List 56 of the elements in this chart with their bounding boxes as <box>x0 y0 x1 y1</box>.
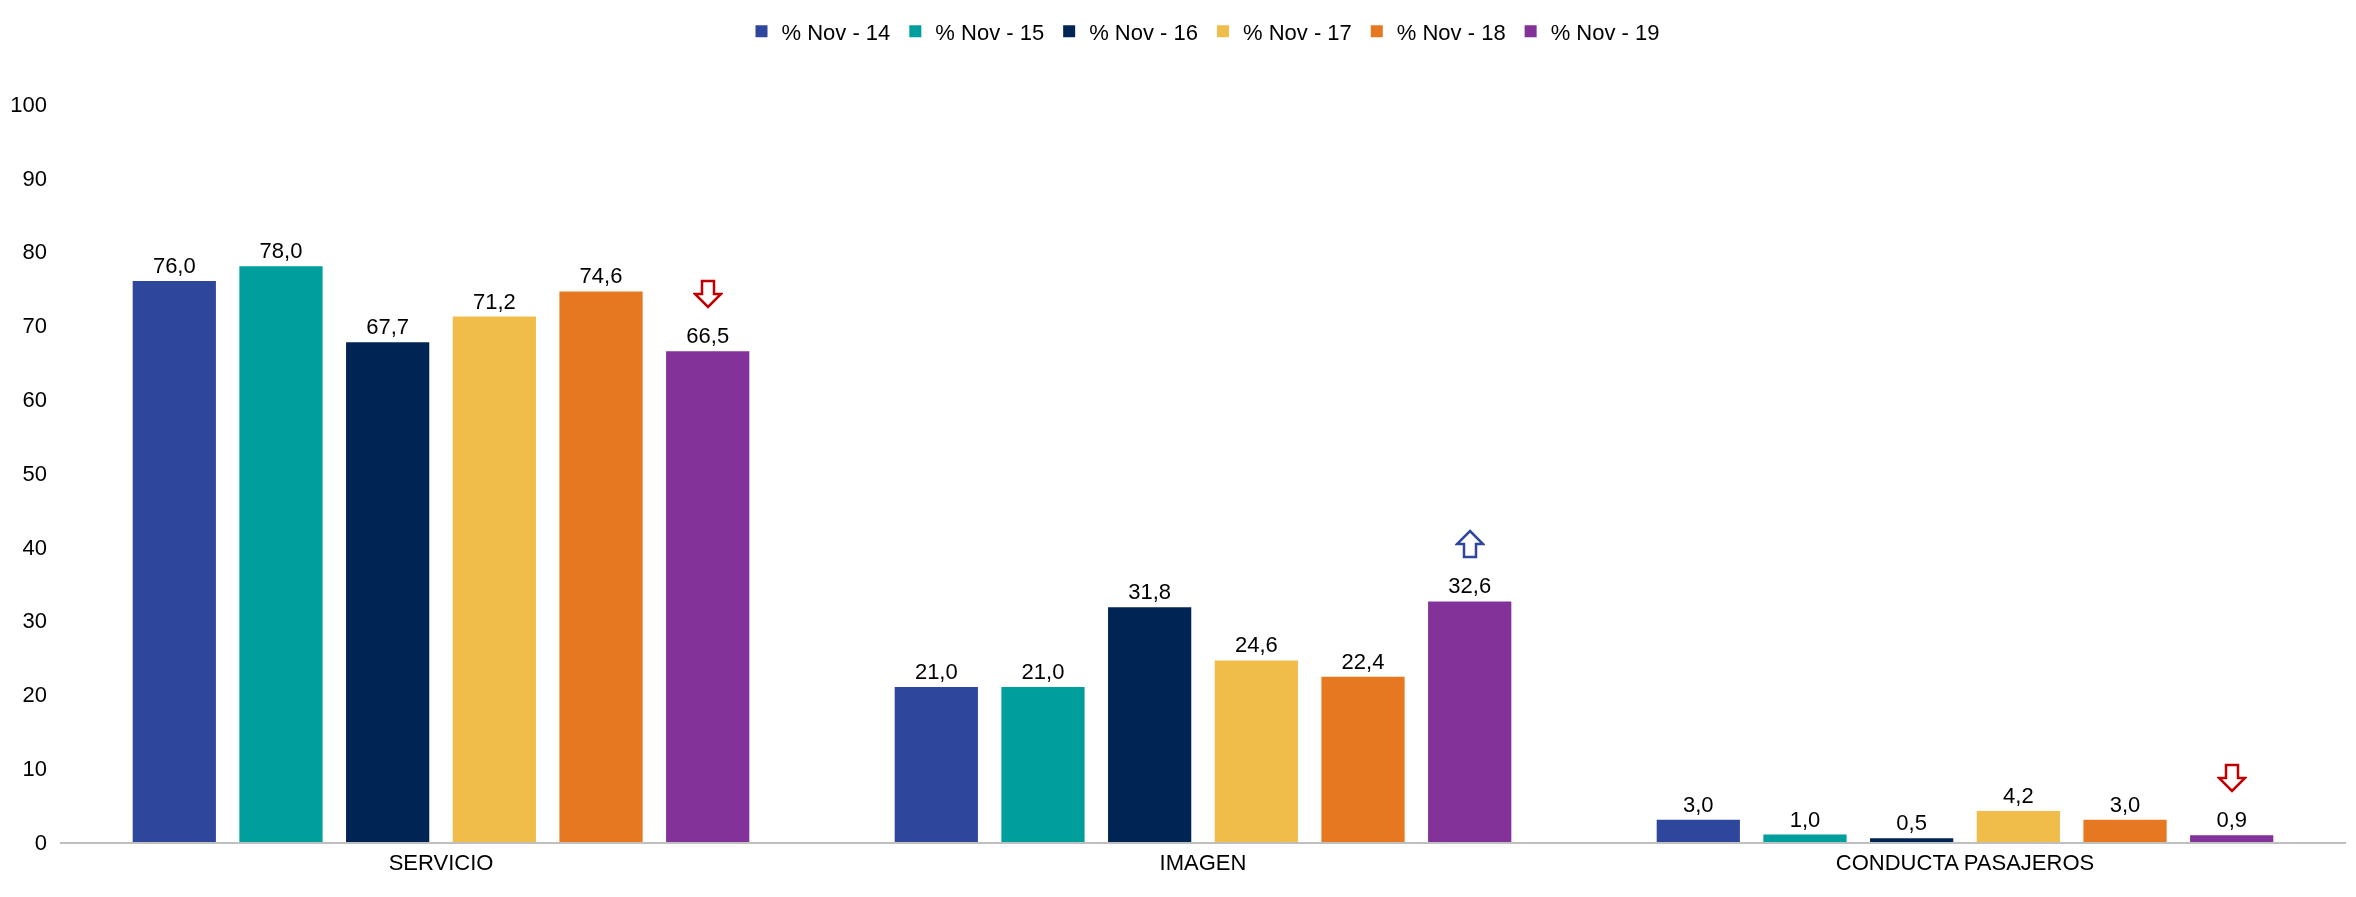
bar <box>1001 687 1085 842</box>
bar <box>559 291 643 842</box>
bar <box>1656 819 1740 842</box>
bar <box>1108 607 1192 842</box>
bar <box>1763 834 1847 842</box>
y-tick-label: 50 <box>22 460 47 486</box>
y-tick-label: 80 <box>22 239 47 265</box>
bar <box>2190 835 2274 842</box>
x-tick-label: CONDUCTA PASAJEROS <box>1835 850 2095 876</box>
data-label: 0,9 <box>2216 807 2247 833</box>
bar <box>1428 601 1512 842</box>
bar <box>1870 838 1954 842</box>
legend-label: % Nov - 14 <box>781 19 891 45</box>
legend-label: % Nov - 15 <box>935 19 1045 45</box>
data-label: 22,4 <box>1341 648 1385 674</box>
data-label: 21,0 <box>914 659 958 685</box>
y-tick-label: 20 <box>22 682 47 708</box>
bar <box>1321 676 1405 842</box>
y-tick-label: 100 <box>10 91 47 117</box>
data-label: 3,0 <box>1683 791 1714 817</box>
bar <box>1976 811 2060 842</box>
legend-label: % Nov - 17 <box>1242 19 1352 45</box>
data-label: 31,8 <box>1128 579 1172 605</box>
data-label: 67,7 <box>366 314 410 340</box>
data-label: 66,5 <box>686 323 730 349</box>
bar <box>452 316 536 842</box>
bar <box>346 342 430 842</box>
y-tick-label: 0 <box>34 829 47 855</box>
data-label: 3,0 <box>2109 791 2141 817</box>
y-tick-label: 30 <box>22 608 47 634</box>
data-label: 21,0 <box>1021 659 1065 685</box>
y-tick-label: 40 <box>22 534 47 560</box>
legend-label: % Nov - 16 <box>1089 19 1198 45</box>
bar <box>132 281 216 842</box>
x-tick-label: SERVICIO <box>388 850 494 876</box>
legend-label: % Nov - 18 <box>1396 19 1506 45</box>
x-tick-label: IMAGEN <box>1159 850 1247 876</box>
y-tick-label: 60 <box>22 386 47 412</box>
data-label: 4,2 <box>2003 783 2034 808</box>
data-label: 24,6 <box>1234 632 1278 658</box>
data-label: 71,2 <box>472 288 516 314</box>
bar <box>1214 660 1298 842</box>
y-tick-label: 90 <box>22 165 47 191</box>
y-tick-label: 70 <box>22 313 47 339</box>
bar <box>239 266 323 842</box>
data-label: 76,0 <box>152 253 196 279</box>
data-label: 32,6 <box>1448 573 1492 599</box>
data-label: 74,6 <box>579 263 623 289</box>
bar <box>666 351 750 842</box>
bar <box>894 687 978 842</box>
data-label: 0,5 <box>1896 810 1927 836</box>
data-label: 78,0 <box>259 238 303 264</box>
data-label: 1,0 <box>1789 806 1821 832</box>
y-tick-label: 10 <box>22 755 47 781</box>
bar <box>2083 819 2167 842</box>
legend-label: % Nov - 19 <box>1550 19 1660 45</box>
